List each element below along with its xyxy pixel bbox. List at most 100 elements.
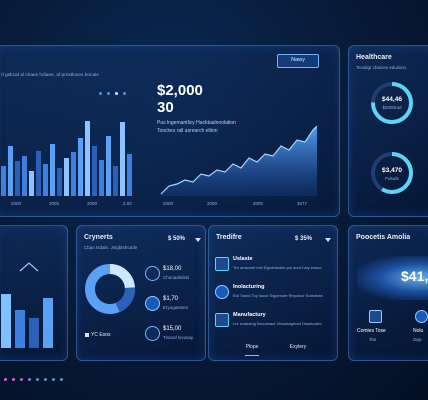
area-x-label: 2000 — [207, 201, 218, 206]
tab-plope[interactable]: Plope — [239, 342, 265, 356]
ring1-value: $44,46 — [382, 96, 402, 103]
mini-bar-chart — [1, 294, 53, 348]
trending-icon — [215, 313, 229, 327]
crypto-item[interactable]: $1,70 Eryogasetes — [145, 294, 201, 314]
bar — [99, 160, 104, 196]
trending-item[interactable]: Uslaste Tre amsonet mel Egrobrtsdes pul … — [215, 256, 333, 278]
headline-value: $2,000 — [157, 82, 203, 99]
ring2-value: $3,470 — [382, 167, 402, 174]
bar — [1, 166, 6, 196]
indicator-dot — [28, 378, 31, 381]
tab-label: Plope — [245, 344, 259, 350]
bar — [22, 156, 27, 196]
bar-chart-bars — [1, 121, 132, 196]
nav-button-label: Nawy — [291, 57, 305, 63]
trending-badge: $ 35% — [295, 236, 313, 242]
process-title: Poocetis Amolia — [356, 234, 411, 241]
process-card[interactable]: Comies Tose Tan — [355, 308, 393, 348]
bar — [78, 138, 83, 196]
cryptos-pie-chart — [85, 264, 135, 314]
bar — [29, 171, 34, 196]
card-icon — [369, 310, 382, 323]
healthcare-ring-1 — [371, 82, 413, 124]
mini-bar — [29, 318, 39, 348]
trending-item-desc: Tre amsonet mel Egrobrtsdes pul aord Ive… — [233, 265, 322, 270]
cryptos-badge: $ 50% — [168, 236, 186, 242]
pager-dot-active[interactable] — [115, 92, 118, 95]
area-x-label: 3077 — [297, 201, 308, 206]
mini-chart-panel — [0, 225, 68, 361]
area-chart — [160, 125, 318, 196]
chevron-down-icon[interactable] — [325, 238, 331, 242]
process-card[interactable]: Nolu Opp — [407, 308, 428, 348]
crypto-item-desc: Tinand lovosay — [163, 335, 194, 340]
process-value: $41,5 — [401, 268, 428, 284]
headline-sub: 30 — [157, 99, 174, 116]
bar — [57, 168, 62, 196]
area-x-label: 2000 — [163, 201, 174, 206]
overview-panel: rl gsbcal al chaes hdiaes, af pmstlones … — [0, 45, 340, 217]
bar — [15, 161, 20, 196]
pager-dot[interactable] — [123, 92, 126, 95]
area-x-label: 2000 — [253, 201, 264, 206]
bar — [92, 146, 97, 196]
bar-x-label: 2000 — [11, 201, 22, 206]
pager-dots[interactable] — [99, 92, 129, 97]
bar — [120, 122, 125, 196]
ring1-sub: $2000rad — [382, 105, 402, 110]
indicator-dot — [20, 378, 23, 381]
crypto-item-desc: Eryogasetes — [163, 305, 189, 310]
trending-panel: Tredifre $ 35% Uslaste Tre amsonet mel E… — [208, 225, 338, 361]
nav-button[interactable]: Nawy — [277, 54, 319, 68]
trending-item[interactable]: Inolacturing Eal Tosnd Toy kaoct Sigpeno… — [215, 284, 333, 306]
indicator-dot — [44, 378, 47, 381]
area-line — [160, 125, 318, 195]
trending-item-title: Uslaste — [233, 256, 253, 262]
healthcare-subtitle: Tecaligr cbaices eduision — [356, 65, 407, 70]
mini-bar — [1, 294, 11, 348]
bar — [127, 154, 132, 196]
bar-x-label: 2,00 — [123, 201, 132, 206]
crypto-item[interactable]: $18,00 Chonadetlsts — [145, 264, 201, 284]
overview-desc-2: Toockes rall asrearch eltion — [157, 128, 218, 134]
pager-dot[interactable] — [107, 92, 110, 95]
bar — [113, 166, 118, 196]
overview-desc-1: Pus lngemantlicy Hacktaalnoolation — [157, 120, 236, 126]
cryptos-title: Crynerts — [84, 234, 113, 241]
card-icon — [415, 310, 428, 323]
trending-icon — [215, 285, 229, 299]
crypto-item[interactable]: $15,00 Tinand lovosay — [145, 324, 201, 344]
indicator-dot — [4, 378, 7, 381]
bar — [64, 158, 69, 196]
healthcare-panel: Healthcare Tecaligr cbaices eduision $44… — [348, 45, 428, 217]
indicator-dot — [36, 378, 39, 381]
crypto-item-value: $1,70 — [163, 296, 179, 302]
crypto-icon — [145, 296, 160, 311]
indicator-dot — [52, 378, 55, 381]
bar — [50, 144, 55, 196]
overview-subtitle: rl gsbcal al chaes hdiaes, af pmstlones … — [1, 73, 99, 78]
chevron-down-icon[interactable] — [195, 238, 201, 242]
indicator-dot — [60, 378, 63, 381]
tab-active-indicator — [245, 355, 259, 356]
pager-dot[interactable] — [99, 92, 102, 95]
trending-item-title: Manufactury — [233, 312, 266, 318]
trending-item-title: Inolacturing — [233, 284, 265, 290]
cryptos-subtitle: Cban tsdaln. Jingbtsfrcade — [84, 245, 138, 250]
mini-bar — [43, 298, 53, 348]
trending-item-desc: Eal Tosnd Toy kaoct Sigpenote Repulsor S… — [233, 293, 324, 298]
bar — [71, 152, 76, 196]
process-card-sub: Opp — [413, 337, 422, 342]
pie-legend-swatch — [85, 333, 89, 337]
healthcare-ring-2 — [371, 152, 413, 194]
trending-item[interactable]: Manufactury Lre sclarstug Ilocustraut Ub… — [215, 312, 333, 334]
bar — [106, 136, 111, 196]
chevron-up-icon[interactable] — [19, 262, 39, 272]
bar — [85, 121, 90, 196]
bar — [8, 146, 13, 196]
bar-chart — [1, 121, 132, 196]
tab-exylery[interactable]: Exylery — [283, 342, 313, 354]
crypto-icon — [145, 326, 160, 341]
area-fill — [161, 126, 317, 196]
